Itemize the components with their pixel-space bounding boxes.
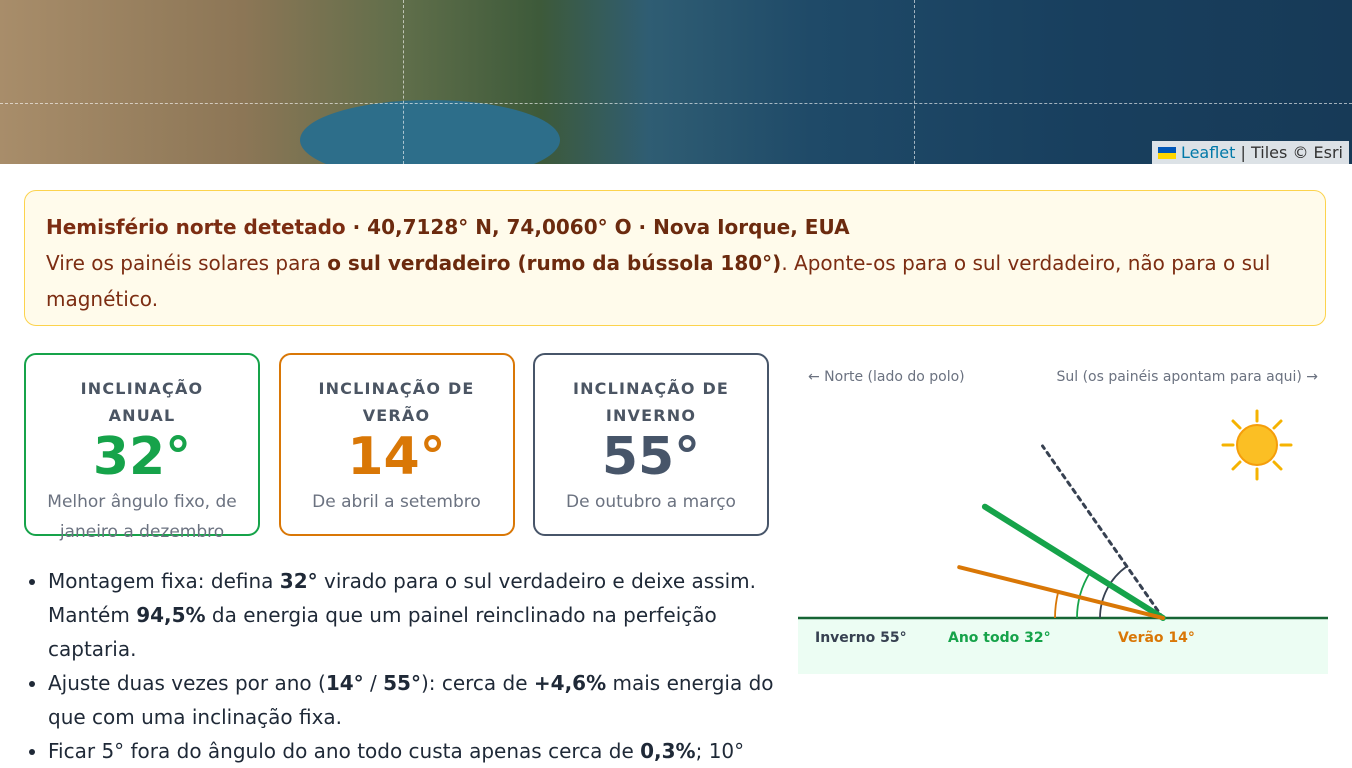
map-grid xyxy=(403,0,404,164)
map[interactable]: Leaflet | Tiles © Esri xyxy=(0,0,1352,164)
text: Montagem fixa: defina xyxy=(48,569,280,593)
emphasis: 55° xyxy=(383,671,421,695)
emphasis: Hemisfério norte detetado xyxy=(46,215,346,239)
text: Ajuste duas vezes por ano ( xyxy=(48,671,326,695)
card-title: INCLINAÇÃO DE VERÃO xyxy=(318,379,475,425)
north-label: ← Norte (lado do polo) xyxy=(808,369,965,385)
panel-label: Verão 14° xyxy=(1118,630,1195,646)
text: mais energia do que com uma inclinação f… xyxy=(48,671,774,729)
emphasis: · 40,7128° N, 74,0060° O · Nova Iorque, … xyxy=(345,215,850,239)
emphasis: 14° xyxy=(325,671,364,695)
panel-label: Inverno 55° xyxy=(815,630,907,646)
text: ; 10° xyxy=(695,739,745,763)
card-value: 14° xyxy=(347,427,446,487)
text: ): cerca de xyxy=(420,671,534,695)
emphasis: o sul verdadeiro (rumo da bússola 180°) xyxy=(327,251,782,275)
flag xyxy=(1157,147,1176,159)
separator: | xyxy=(1240,143,1246,162)
attribution: Leaflet | Tiles © Esri xyxy=(1151,141,1349,164)
text: virado para o sul verdadeiro e deixe ass… xyxy=(48,569,757,627)
text: Vire os painéis solares para xyxy=(46,251,328,275)
tilt-card: INCLINAÇÃO DE INVERNO 55° De outubro a mar… xyxy=(533,353,769,536)
emphasis: 94,5% xyxy=(136,603,206,627)
tilt-arc xyxy=(1099,565,1128,619)
panel-line xyxy=(957,565,1165,620)
tilt-arc xyxy=(1054,591,1060,619)
tiles-credit: Tiles © Esri xyxy=(1251,143,1343,162)
leaflet-link[interactable]: Leaflet xyxy=(1180,143,1236,162)
text: Ficar 5° fora do ângulo do ano todo cust… xyxy=(48,739,641,763)
sun xyxy=(1221,409,1293,481)
card-note: Melhor ângulo fixo, de janeiro a dezembr… xyxy=(47,492,237,542)
emphasis: 0,3% xyxy=(640,739,696,763)
card-note: De outubro a março xyxy=(566,492,736,512)
text: / xyxy=(363,671,384,695)
map-grid xyxy=(0,103,1352,104)
tilt-card: INCLINAÇÃO DE VERÃO 14° De abril a setembr… xyxy=(278,353,515,536)
panel-line xyxy=(1041,444,1165,620)
tip: Montagem fixa: defina 32° virado para o … xyxy=(48,564,788,666)
text: . Aponte-os para o sul verdadeiro, não p… xyxy=(46,251,1271,311)
card-value: 55° xyxy=(601,427,701,487)
map-grid xyxy=(914,0,915,164)
notice: Hemisfério norte detetado · 40,7128° N, … xyxy=(24,190,1326,326)
gulf xyxy=(300,100,560,164)
tilt-card: INCLINAÇÃO ANUAL 32° Melhor ângulo fixo, d… xyxy=(24,353,260,542)
tilt-diagram: ← Norte (lado do polo) Sul (os painéis a… xyxy=(798,369,1328,674)
notice-line: Hemisfério norte detetado · 40,7128° N, … xyxy=(46,209,1304,245)
tilt-arc xyxy=(1076,571,1091,619)
tip: Ajuste duas vezes por ano (14° / 55°): c… xyxy=(48,666,788,734)
card-title: INCLINAÇÃO ANUAL xyxy=(80,379,204,425)
panel-line xyxy=(981,503,1166,621)
card-title: INCLINAÇÃO DE INVERNO xyxy=(572,379,730,425)
south-label: Sul (os painéis apontam para aqui) → xyxy=(1056,369,1318,385)
notice-line: Vire os painéis solares para o sul verda… xyxy=(46,245,1304,317)
ground xyxy=(798,618,1328,674)
card-value: 32° xyxy=(92,427,192,487)
tip: Ficar 5° fora do ângulo do ano todo cust… xyxy=(48,734,788,768)
card-note: De abril a setembro xyxy=(312,492,481,512)
panel-label: Ano todo 32° xyxy=(948,630,1051,646)
text: da energia que um painel reinclinado na … xyxy=(48,603,717,661)
tips: Montagem fixa: defina 32° virado para o … xyxy=(24,564,788,768)
emphasis: 32° xyxy=(279,569,318,593)
emphasis: +4,6% xyxy=(533,671,607,695)
